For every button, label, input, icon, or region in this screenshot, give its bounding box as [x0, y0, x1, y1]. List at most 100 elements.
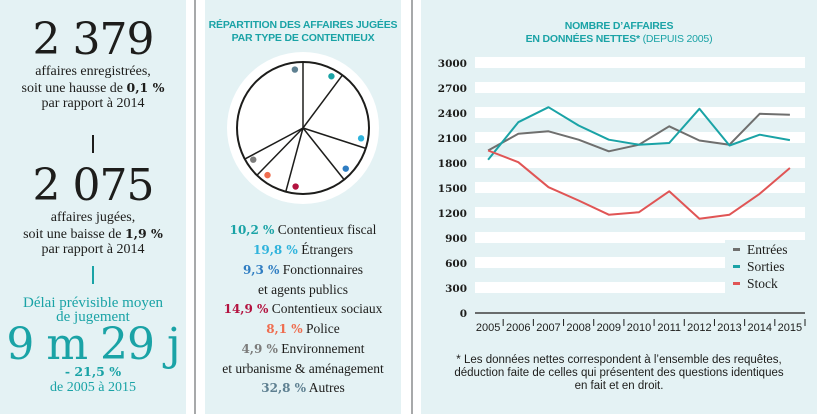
x-tick-label: 2014 [747, 322, 771, 334]
pie-legend-item: 14,9 % Contentieux sociaux [205, 299, 401, 319]
judged-prefix: soit une baisse de [23, 227, 125, 242]
pie-legend-label: Contentieux sociaux [268, 301, 383, 316]
y-tick-label: 3000 [438, 58, 467, 70]
line-panel: NOMBRE D’AFFAIRES EN DONNÉES NETTES* (DE… [421, 0, 817, 414]
pie-slice-divider [285, 127, 304, 192]
y-tick-label: 1800 [438, 158, 467, 170]
pie-legend: 10,2 % Contentieux fiscal 19,8 % Étranger… [205, 220, 401, 398]
y-tick-label: 1200 [438, 208, 467, 220]
judged-change: 1,9 % [124, 226, 163, 241]
registered-desc-3: par rapport à 2014 [41, 96, 145, 111]
y-tick-label: 600 [445, 258, 467, 270]
x-tick-label: 2010 [627, 322, 651, 334]
footnote-3: en fait et en droit. [574, 380, 664, 392]
grid-stripe [475, 157, 805, 168]
panel-divider [411, 0, 413, 414]
grid-stripe [475, 132, 805, 143]
pie-legend-item: 4,9 % Environnement [205, 339, 401, 359]
pie-legend-value: 14,9 % [223, 302, 269, 316]
y-tick-label: 300 [445, 283, 467, 295]
x-tick-label: 2008 [566, 322, 590, 334]
footnote-1: * Les données nettes correspondent à l’e… [456, 354, 782, 366]
registered-prefix: soit une hausse de [21, 81, 127, 96]
legend-swatch [733, 265, 740, 268]
y-tick-label: 2400 [438, 108, 467, 120]
pie-slice-divider [302, 127, 345, 181]
legend-label: Entrées [747, 242, 787, 257]
panel-divider [194, 0, 196, 414]
footnote-2: déduction faite de celles qui présentent… [454, 367, 784, 379]
x-tick-label: 2013 [717, 322, 741, 334]
pie-title-2: PAR TYPE DE CONTENTIEUX [231, 32, 375, 44]
pie-chart [227, 52, 379, 204]
line-title-1: NOMBRE D’AFFAIRES [564, 20, 674, 32]
legend-swatch [733, 282, 740, 285]
pie-legend-label-cont: et agents publics [258, 282, 348, 297]
delay-title-1: Délai prévisible moyen [23, 295, 163, 311]
pie-slice-marker [250, 156, 257, 163]
legend-label: Sorties [747, 259, 785, 274]
delay-change: - 21,5 % [64, 364, 122, 379]
judged-desc-1: affaires jugées, [50, 210, 136, 225]
y-tick-label: 900 [445, 233, 467, 245]
pie-slice-marker [291, 66, 299, 73]
pie-legend-value: 32,8 % [261, 381, 307, 395]
pie-legend-value: 8,1 % [266, 322, 303, 336]
pie-slice-divider [244, 127, 304, 160]
series-line-stock [487, 149, 791, 220]
pie-legend-label: Fonctionnaires [279, 262, 364, 277]
pie-slice-marker [342, 165, 349, 172]
pie-slice-divider [256, 127, 304, 176]
pie-legend-label: Environnement [277, 341, 365, 356]
judged-desc-3: par rapport à 2014 [41, 242, 145, 257]
registered-desc-2: soit une hausse de 0,1 % [0, 80, 186, 97]
pie-slice-marker [264, 171, 271, 179]
line-title-light: (DEPUIS 2005) [639, 33, 713, 45]
separator-bar-teal [92, 266, 94, 284]
registered-change: 0,1 % [126, 80, 165, 95]
grid-stripe [475, 232, 805, 243]
x-tick-label: 2007 [536, 322, 560, 334]
x-tick-label: 2005 [476, 322, 500, 334]
pie-legend-value: 9,3 % [242, 263, 280, 277]
series-line-sorties [487, 106, 791, 161]
stats-panel: 2 379 affaires enregistrées, soit une ha… [0, 0, 186, 414]
y-tick-label: 2700 [438, 83, 467, 95]
pie-slice-divider [302, 127, 367, 150]
pie-legend-item: 9,3 % Fonctionnaires [205, 260, 401, 280]
x-tick-label: 2006 [506, 322, 530, 334]
legend-label: Stock [747, 276, 778, 291]
registered-desc-1: affaires enregistrées, [35, 64, 151, 79]
pie-legend-item: 8,1 % Police [205, 319, 401, 339]
line-title-bold: EN DONNÉES NETTES [525, 33, 637, 45]
y-tick-label: 2100 [438, 133, 467, 145]
pie-legend-value: 4,9 % [241, 342, 278, 356]
line-title-asterisk: * [636, 33, 640, 45]
pie-legend-label: Police [302, 321, 340, 336]
pie-legend-value: 10,2 % [229, 223, 275, 237]
judged-desc-2: soit une baisse de 1,9 % [0, 226, 186, 243]
delay-title-2: de jugement [56, 309, 130, 325]
x-tick-label: 2011 [657, 322, 681, 334]
pie-legend-label: Autres [306, 380, 345, 395]
pie-legend-label: Étrangers [297, 242, 353, 257]
pie-legend-item: 10,2 % Contentieux fiscal [205, 220, 401, 240]
y-tick-label: 1500 [438, 183, 467, 195]
pie-title-1: RÉPARTITION DES AFFAIRES JUGÉES [208, 19, 398, 31]
delay-period: de 2005 à 2015 [50, 380, 136, 395]
line-chart: 0 300 600 900 1200 1500 1800 2100 2400 2700 3000 20… [438, 57, 806, 334]
delay-value: 9 m 29 j [6, 319, 180, 370]
pie-slice-divider [302, 74, 344, 129]
grid-stripe [475, 182, 805, 193]
x-tick-label: 2015 [778, 322, 802, 334]
grid-stripe [475, 107, 805, 118]
registered-count: 2 379 [32, 14, 155, 65]
pie-legend-label: Contentieux fiscal [274, 222, 377, 237]
pie-slice-marker [328, 73, 335, 80]
judged-count: 2 075 [32, 160, 155, 211]
pie-legend-label-cont: et urbanisme & aménagement [222, 361, 384, 376]
pie-slice-marker [357, 135, 365, 142]
grid-stripe [475, 257, 805, 268]
grid-stripe [475, 282, 805, 293]
x-tick-label: 2009 [597, 322, 621, 334]
